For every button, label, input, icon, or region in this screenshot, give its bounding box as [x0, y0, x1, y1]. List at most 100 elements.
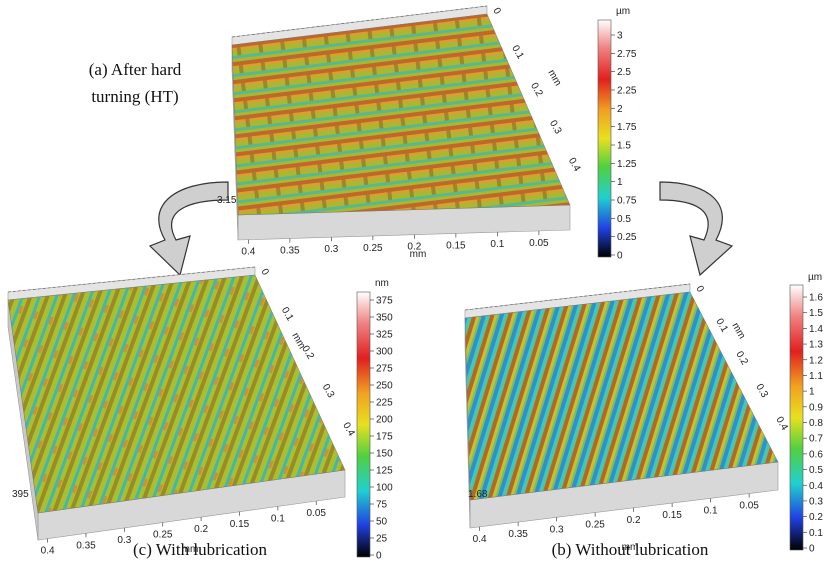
colorbar-tick-label: 225 — [376, 398, 393, 409]
colorbar-tick-label: 200 — [376, 415, 393, 426]
x-tick-label: 0.4 — [473, 534, 487, 545]
x-tick-label: 0.35 — [280, 245, 300, 256]
colorbar-tick-label: 0.7 — [809, 434, 823, 445]
colorbar-tick-label: 0.9 — [809, 402, 823, 413]
colorbar-tick-label: 1.4 — [809, 324, 823, 335]
surface — [8, 275, 345, 513]
y-tick-label: 0.1 — [713, 317, 730, 335]
colorbar-tick-label: 0 — [376, 551, 382, 562]
colorbar-tick-label: 1.25 — [617, 159, 637, 170]
x-tick-label: 0.25 — [363, 243, 383, 254]
colorbar-tick-label: 0.75 — [617, 196, 637, 207]
colorbar-unit: µm — [808, 272, 822, 283]
colorbar-tick-label: 300 — [376, 347, 393, 358]
colorbar-tick-label: 1.1 — [809, 371, 823, 382]
colorbar-tick-label: 125 — [376, 466, 393, 477]
figure: 0.40.350.30.250.20.150.10.05mm00.10.20.3… — [0, 0, 827, 571]
z-label: 1.68 — [468, 489, 488, 500]
x-tick-label: 0.1 — [271, 513, 285, 524]
colorbar-tick-label: 375 — [376, 296, 393, 307]
colorbar-tick-label: 150 — [376, 449, 393, 460]
colorbar-tick-label: 100 — [376, 483, 393, 494]
colorbar-tick-label: 0.25 — [617, 232, 637, 243]
y-tick-label: 0.4 — [566, 156, 583, 174]
x-tick-label: 0.1 — [704, 505, 718, 516]
caption: (a) After hard — [89, 60, 182, 79]
x-tick-label: 0.25 — [585, 520, 605, 531]
y-tick-label: 0.3 — [547, 119, 564, 137]
colorbar-tick-label: 0.1 — [809, 528, 823, 539]
colorbar-tick-label: 25 — [376, 534, 388, 545]
colorbar-tick-label: 275 — [376, 364, 393, 375]
colorbar — [790, 285, 803, 550]
x-tick-label: 0.15 — [662, 510, 682, 521]
colorbar — [357, 292, 370, 557]
x-tick-label: 0.35 — [508, 529, 528, 540]
colorbar-tick-label: 75 — [376, 500, 388, 511]
colorbar-tick-label: 1 — [809, 387, 815, 398]
x-tick-label: 0.15 — [230, 519, 250, 530]
colorbar-tick-label: 0 — [809, 544, 815, 555]
arrow — [660, 182, 732, 275]
colorbar-tick-label: 0.8 — [809, 418, 823, 429]
x-tick-label: 0.3 — [324, 244, 338, 255]
x-tick-label: 0.05 — [306, 508, 326, 519]
colorbar-tick-label: 1.3 — [809, 340, 823, 351]
x-tick-label: 0.2 — [627, 515, 641, 526]
y-tick-label: 0.1 — [279, 305, 296, 323]
colorbar-tick-label: 325 — [376, 330, 393, 341]
x-tick-label: 0.1 — [490, 239, 504, 250]
caption: (b) Without lubrication — [552, 540, 709, 559]
colorbar-tick-label: 175 — [376, 432, 393, 443]
z-label: 3.15 — [217, 195, 237, 206]
x-tick-label: 0.15 — [446, 240, 466, 251]
x-tick-label: 0.3 — [117, 535, 131, 546]
colorbar-tick-label: 0 — [617, 251, 623, 262]
x-tick-label: 0.25 — [153, 530, 173, 541]
colorbar-tick-label: 2 — [617, 104, 623, 115]
colorbar-tick-label: 1.2 — [809, 355, 823, 366]
colorbar-tick-label: 50 — [376, 517, 388, 528]
y-tick-label: 0.3 — [320, 382, 337, 400]
colorbar-tick-label: 2.25 — [617, 86, 637, 97]
y-tick-label: 0 — [258, 267, 271, 278]
x-tick-label: 0.35 — [76, 540, 96, 551]
colorbar-tick-label: 1.5 — [809, 308, 823, 319]
y-tick-label: 0.4 — [340, 421, 357, 439]
y-axis-label: mm — [545, 68, 563, 88]
colorbar-tick-label: 0.6 — [809, 449, 823, 460]
colorbar — [598, 20, 611, 257]
colorbar-tick-label: 0.3 — [809, 496, 823, 507]
colorbar-tick-label: 0.5 — [809, 465, 823, 476]
caption: turning (HT) — [91, 87, 178, 106]
caption: (c) With lubrication — [133, 540, 268, 559]
colorbar-tick-label: 3 — [617, 31, 623, 42]
y-axis-label: mm — [729, 321, 747, 341]
colorbar-tick-label: 1.6 — [809, 293, 823, 304]
colorbar-tick-label: 2.5 — [617, 67, 631, 78]
y-tick-label: 0.1 — [509, 44, 526, 62]
y-tick-label: 0 — [693, 284, 706, 295]
x-tick-label: 0.4 — [41, 546, 55, 557]
z-label: 395 — [12, 489, 29, 500]
y-tick-label: 0.2 — [528, 81, 545, 99]
x-tick-label: 0.3 — [550, 524, 564, 535]
y-tick-label: 0.2 — [733, 349, 750, 367]
y-tick-label: 0.3 — [753, 382, 770, 400]
colorbar-tick-label: 1 — [617, 177, 623, 188]
x-axis-label: mm — [410, 249, 427, 260]
y-tick-label: 0 — [490, 6, 503, 17]
colorbar-tick-label: 0.5 — [617, 214, 631, 225]
colorbar-tick-label: 350 — [376, 313, 393, 324]
colorbar-unit: nm — [375, 278, 389, 289]
x-tick-label: 0.2 — [194, 524, 208, 535]
colorbar-tick-label: 0.4 — [809, 481, 823, 492]
colorbar-tick-label: 1.75 — [617, 122, 637, 133]
colorbar-tick-label: 2.75 — [617, 49, 637, 60]
x-tick-label: 0.05 — [529, 238, 549, 249]
y-tick-label: 0.4 — [773, 415, 790, 433]
colorbar-tick-label: 1.5 — [617, 141, 631, 152]
x-tick-label: 0.05 — [739, 501, 759, 512]
colorbar-tick-label: 0.2 — [809, 512, 823, 523]
